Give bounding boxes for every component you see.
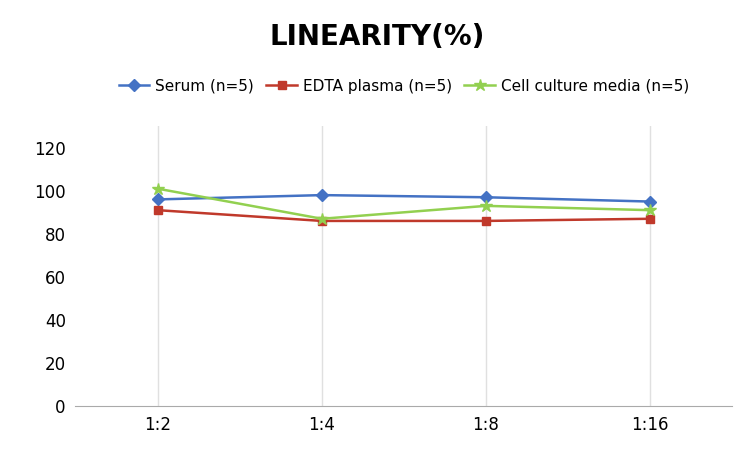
Text: LINEARITY(%): LINEARITY(%) [270,23,485,51]
Cell culture media (n=5) [646,207,655,213]
Line: Serum (n=5): Serum (n=5) [153,191,655,206]
Serum (n=5) [317,193,326,198]
Line: EDTA plasma (n=5): EDTA plasma (n=5) [153,206,655,225]
Serum (n=5) [646,199,655,204]
Cell culture media (n=5) [317,216,326,221]
EDTA plasma (n=5) [153,207,162,213]
EDTA plasma (n=5) [482,218,491,224]
Cell culture media (n=5) [153,186,162,191]
Cell culture media (n=5) [482,203,491,208]
Serum (n=5) [153,197,162,202]
Serum (n=5) [482,194,491,200]
Legend: Serum (n=5), EDTA plasma (n=5), Cell culture media (n=5): Serum (n=5), EDTA plasma (n=5), Cell cul… [112,73,695,100]
EDTA plasma (n=5) [317,218,326,224]
Line: Cell culture media (n=5): Cell culture media (n=5) [151,182,657,225]
EDTA plasma (n=5) [646,216,655,221]
